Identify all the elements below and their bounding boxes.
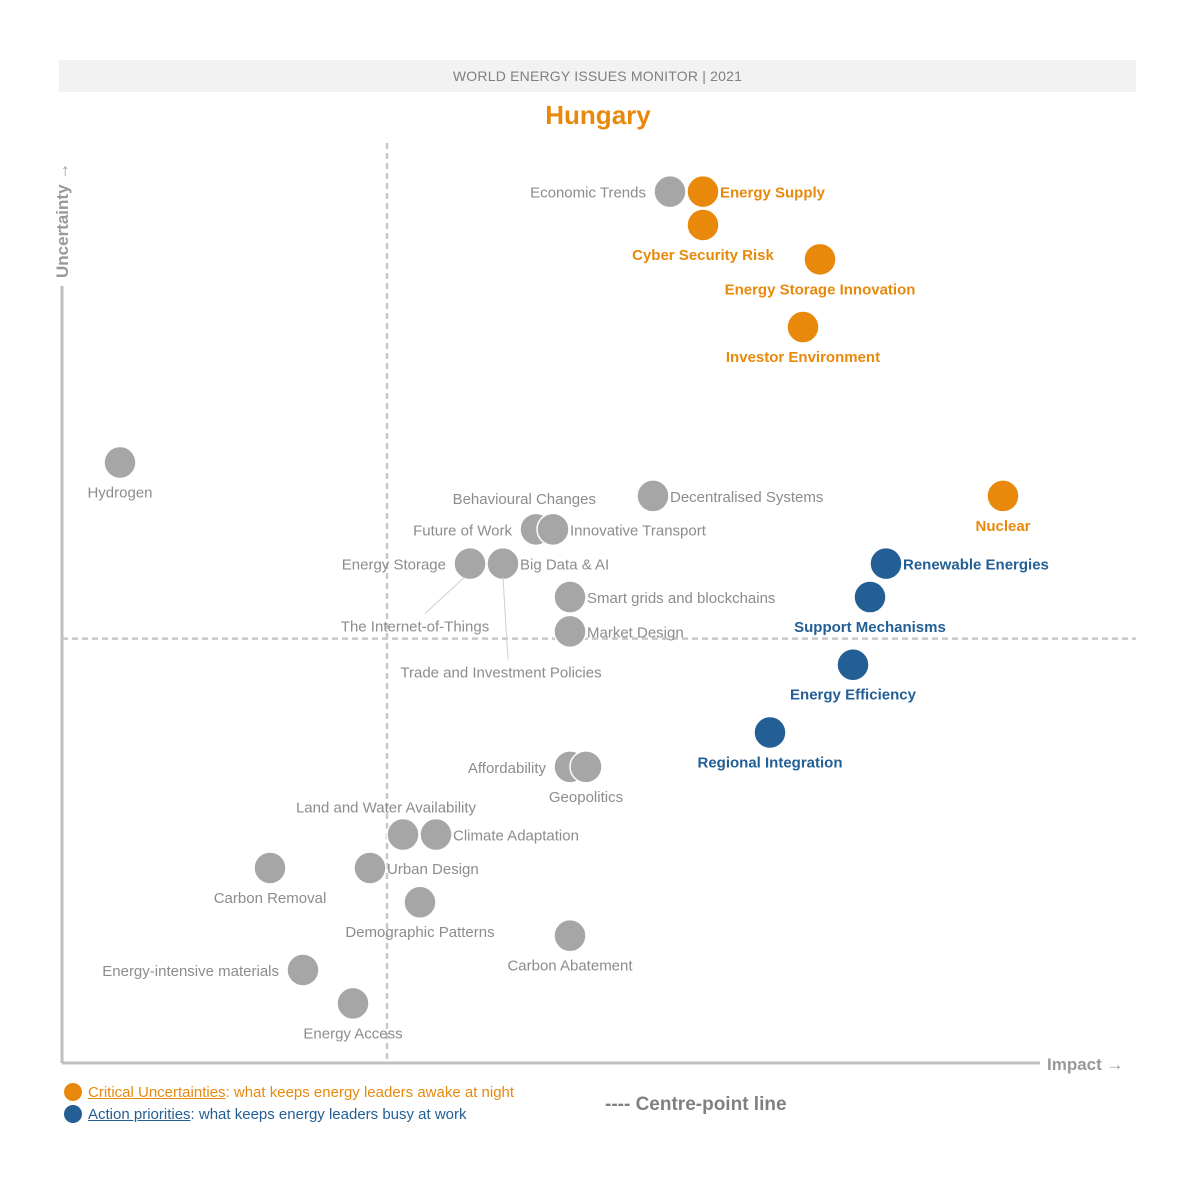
point-energy-supply [686,174,720,209]
legend-critical-key[interactable]: Critical Uncertainties [88,1084,226,1101]
report-banner: WORLD ENERGY ISSUES MONITOR | 2021 [59,60,1136,92]
label-energy-efficiency: Energy Efficiency [790,687,917,704]
label-market-design: Market Design [587,624,684,641]
point-renewable-energies [869,546,903,581]
point-energy-storage-innovation [803,242,837,277]
point-nuclear [986,479,1020,513]
point-land-and-water-availability [386,817,420,852]
legend-orange-dot [64,1083,82,1101]
label-smart-grids-and-blockchains: Smart grids and blockchains [587,590,775,607]
point-hydrogen [103,445,137,480]
label-affordability: Affordability [468,760,547,777]
point-energy-efficiency [836,648,870,682]
legend-critical-uncertainties: Critical Uncertainties: what keeps energ… [64,1083,514,1101]
label-cyber-security-risk: Cyber Security Risk [632,247,774,264]
label-behavioural-changes: Behavioural Changes [453,491,596,508]
point-climate-adaptation [419,817,453,852]
legend-blue-dot [64,1105,82,1123]
point-energy-access [336,986,370,1021]
label-demographic-patterns: Demographic Patterns [345,924,494,941]
label-renewable-energies: Renewable Energies [903,557,1049,574]
label-investor-environment: Investor Environment [726,349,880,366]
legend-centre-point-line: ---- Centre-point line [605,1094,787,1115]
point-carbon-removal [253,851,287,885]
chart-title: Hungary [545,100,651,130]
label-innovative-transport: Innovative Transport [570,522,707,539]
label-urban-design: Urban Design [387,861,479,878]
point-economic-trends [653,174,687,209]
label-nuclear: Nuclear [975,518,1030,535]
point-innovative-transport [536,512,570,547]
label-trade-and-investment-policies: Trade and Investment Policies [400,665,601,682]
point-support-mechanisms [853,580,887,614]
point-investor-environment [786,310,820,344]
leader-the-internet-of-things [424,577,465,615]
label-economic-trends: Economic Trends [530,185,646,202]
label-energy-supply: Energy Supply [720,185,826,202]
legend-critical-text: : what keeps energy leaders awake at nig… [225,1084,515,1101]
label-hydrogen: Hydrogen [87,484,152,501]
point-regional-integration [753,715,787,750]
point-big-data-ai [486,546,520,581]
point-energy-intensive-materials [286,953,320,987]
label-energy-access: Energy Access [303,1025,402,1042]
label-regional-integration: Regional Integration [697,754,842,771]
label-energy-storage-innovation: Energy Storage Innovation [725,281,916,298]
point-geopolitics [569,750,603,784]
leader-trade-and-investment-policies [502,577,509,660]
label-energy-intensive-materials: Energy-intensive materials [102,963,279,980]
label-climate-adaptation: Climate Adaptation [453,828,579,845]
point-demographic-patterns [403,885,437,920]
point-carbon-abatement [553,918,587,953]
point-energy-storage [453,546,487,581]
label-the-internet-of-things: The Internet-of-Things [341,619,489,636]
point-cyber-security-risk [686,208,720,242]
label-geopolitics: Geopolitics [549,789,623,806]
label-decentralised-systems: Decentralised Systems [670,489,823,506]
legend-action-priorities: Action priorities: what keeps energy lea… [64,1105,467,1123]
y-axis-label: Uncertainty → [53,163,72,278]
label-future-of-work: Future of Work [413,522,512,539]
legend-action-key[interactable]: Action priorities [88,1106,191,1123]
label-energy-storage: Energy Storage [342,557,446,574]
point-smart-grids-and-blockchains [553,580,587,614]
legend-action-text: : what keeps energy leaders busy at work [190,1106,467,1123]
label-big-data-ai: Big Data & AI [520,557,609,574]
point-urban-design [353,851,387,885]
x-axis-label: Impact → [1047,1055,1124,1074]
label-carbon-abatement: Carbon Abatement [507,958,633,975]
label-land-and-water-availability: Land and Water Availability [296,800,477,817]
label-support-mechanisms: Support Mechanisms [794,619,946,636]
point-market-design [553,614,587,649]
point-decentralised-systems [636,479,670,513]
label-carbon-removal: Carbon Removal [214,890,327,907]
